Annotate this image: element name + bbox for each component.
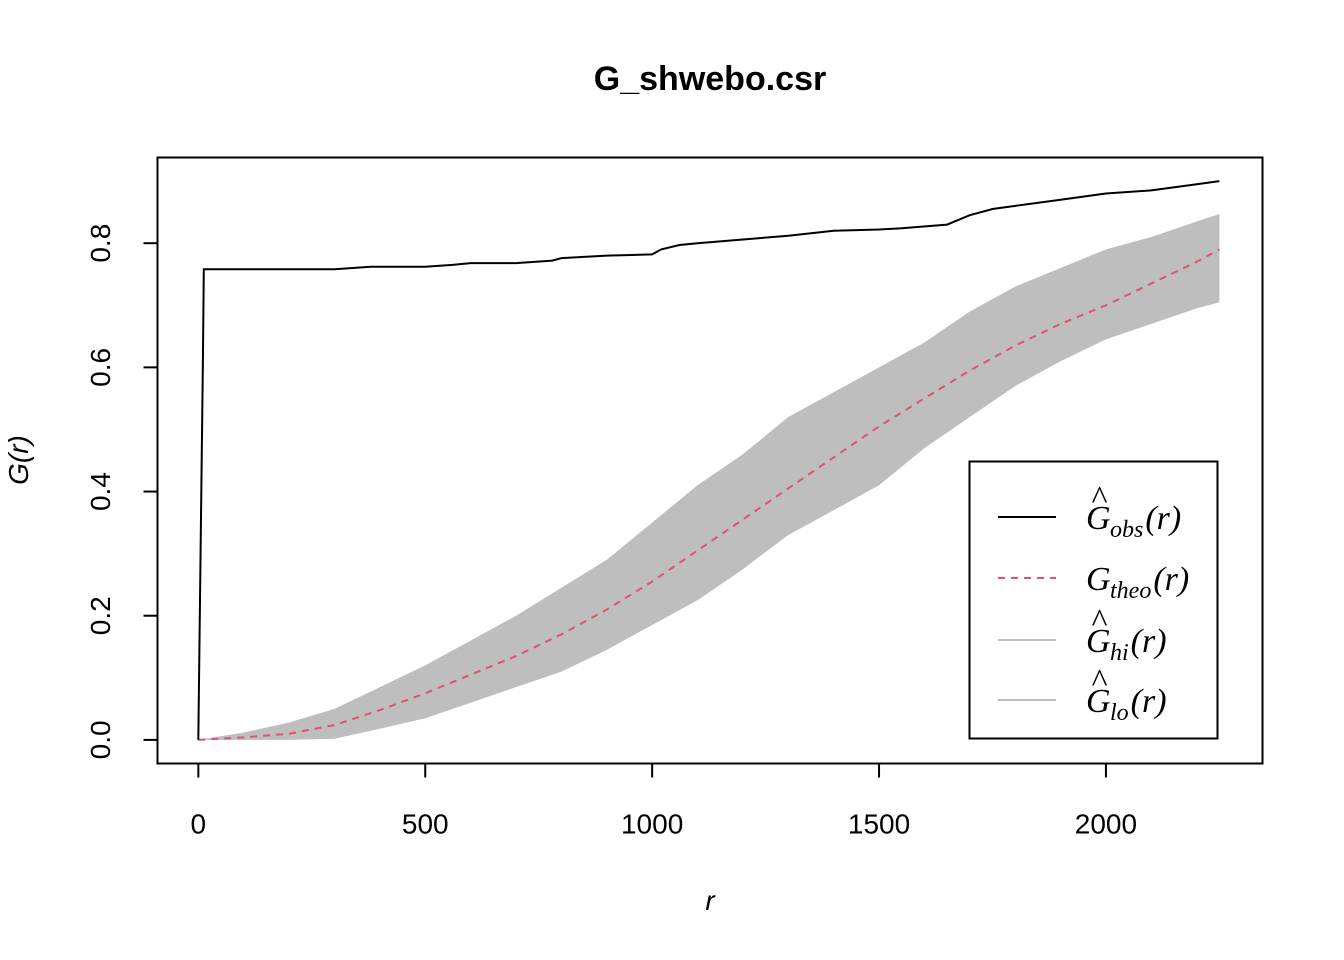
legend-arg: (r) [1131, 683, 1167, 720]
legend-entry-lo: G^lo (r) [1086, 663, 1167, 726]
legend-subscript: lo [1110, 700, 1129, 726]
series-line-obs [197, 180, 1220, 740]
y-tick-label: 0.0 [85, 720, 116, 759]
x-tick-label: 1500 [848, 809, 910, 840]
legend-arg: (r) [1131, 623, 1167, 660]
legend-subscript: obs [1110, 517, 1143, 543]
legend-subscript: hi [1110, 640, 1129, 666]
legend-entry-obs: G^obs (r) [1086, 480, 1181, 543]
y-axis-label: G(r) [3, 435, 34, 485]
y-tick-label: 0.4 [85, 472, 116, 511]
x-tick-label: 500 [402, 809, 449, 840]
legend-entry-hi: G^hi (r) [1086, 603, 1167, 666]
legend-symbol: G [1086, 623, 1111, 660]
y-tick-label: 0.8 [85, 224, 116, 263]
y-axis: 0.0 0.2 0.4 0.6 0.8 [85, 224, 159, 759]
legend-subscript: theo [1110, 578, 1151, 604]
series-layer [197, 180, 1220, 741]
x-tick-label: 2000 [1075, 809, 1137, 840]
legend-arg: (r) [1145, 500, 1181, 537]
legend-hat: ^ [1091, 480, 1108, 517]
x-axis: 0 500 1000 1500 2000 [191, 762, 1137, 840]
x-tick-label: 1000 [621, 809, 683, 840]
legend-hat: ^ [1091, 663, 1108, 700]
legend-arg: (r) [1153, 561, 1189, 598]
legend-symbol: G [1086, 561, 1111, 598]
x-tick-label: 0 [191, 809, 207, 840]
legend-symbol: G [1086, 683, 1111, 720]
envelope-layer [198, 214, 1220, 740]
legend-box [968, 460, 1219, 740]
legend: G^obs (r)G theo (r)G^hi (r)G^lo (r) [968, 460, 1219, 740]
legend-hat: ^ [1091, 603, 1108, 640]
envelope-band [198, 214, 1220, 740]
y-tick-label: 0.2 [85, 596, 116, 635]
series-line-theo [198, 248, 1220, 741]
legend-symbol: G [1086, 500, 1111, 537]
chart-title: G_shwebo.csr [594, 60, 826, 98]
x-axis-label: r [705, 885, 716, 916]
y-axis-label-group: G(r) [3, 435, 34, 485]
y-tick-label: 0.6 [85, 348, 116, 387]
